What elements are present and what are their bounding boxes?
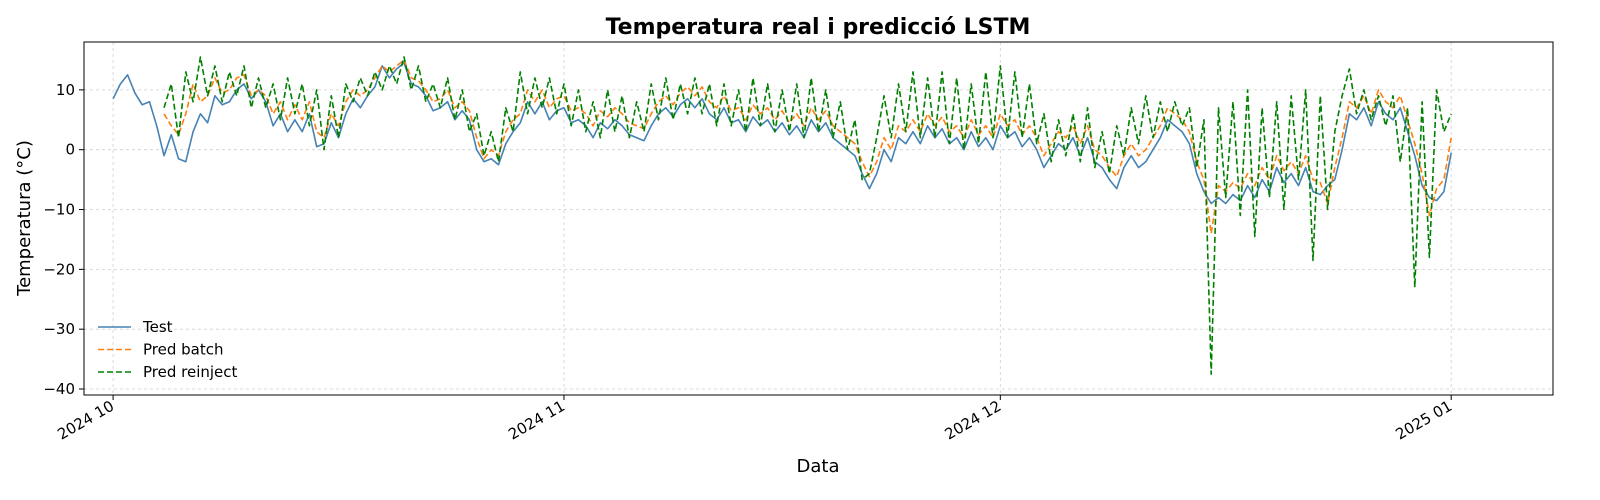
legend-label: Test xyxy=(142,318,173,336)
x-axis-label: Data xyxy=(797,456,840,477)
series-lines xyxy=(112,56,1452,375)
series-line-test xyxy=(112,62,1452,205)
y-tick-label: −10 xyxy=(43,201,75,219)
y-axis: 10 0 −10 −20 −30 −40 xyxy=(43,81,84,398)
y-tick-label: 0 xyxy=(65,141,75,159)
y-tick-label: −20 xyxy=(43,260,75,278)
series-line-pred-reinject xyxy=(163,56,1452,375)
y-axis-label: Temperatura (°C) xyxy=(14,140,35,297)
series-line-pred-batch xyxy=(163,59,1452,235)
y-tick-label: 10 xyxy=(56,81,75,99)
legend: Test Pred batch Pred reinject xyxy=(98,318,238,381)
plot-frame xyxy=(83,41,1554,396)
y-tick-label: −30 xyxy=(43,320,75,338)
legend-label: Pred batch xyxy=(143,341,224,359)
legend-label: Pred reinject xyxy=(143,363,238,381)
y-tick-label: −40 xyxy=(43,380,75,398)
chart-title: Temperatura real i predicció LSTM xyxy=(606,15,1031,40)
